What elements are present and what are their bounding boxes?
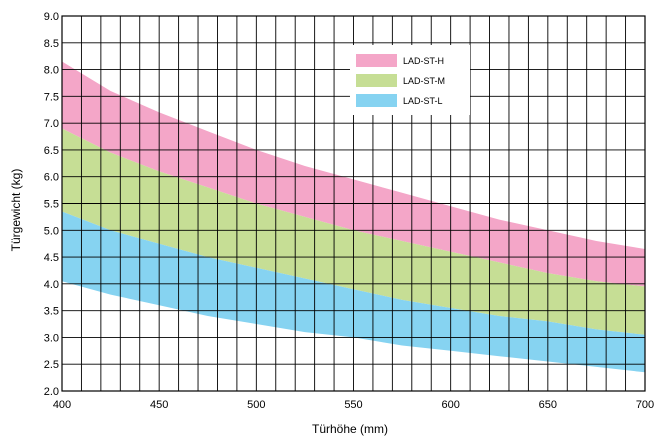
x-tick-label: 700 xyxy=(636,399,654,411)
x-tick-label: 450 xyxy=(150,399,168,411)
legend-swatch xyxy=(356,74,397,87)
x-axis-label: Türhöhe (mm) xyxy=(312,422,388,436)
legend: LAD-ST-H LAD-ST-M LAD-ST-L xyxy=(350,45,470,115)
y-tick-label: 7.5 xyxy=(44,91,59,103)
y-tick-label: 3.5 xyxy=(44,306,59,318)
legend-label: LAD-ST-M xyxy=(403,76,445,86)
y-tick-label: 3.0 xyxy=(44,332,59,344)
y-tick-label: 2.0 xyxy=(44,386,59,398)
y-tick-label: 4.5 xyxy=(44,252,59,264)
x-tick-label: 400 xyxy=(53,399,71,411)
legend-label: LAD-ST-L xyxy=(403,96,443,106)
y-tick-label: 2.5 xyxy=(44,359,59,371)
x-tick-labels: 400 450 500 550 600 650 700 xyxy=(53,399,654,411)
y-tick-label: 7.0 xyxy=(44,118,59,130)
x-tick-label: 650 xyxy=(539,399,557,411)
legend-label: LAD-ST-H xyxy=(403,56,444,66)
plot-frame xyxy=(61,15,646,392)
y-tick-label: 6.0 xyxy=(44,172,59,184)
legend-swatch xyxy=(356,54,397,67)
y-axis-label: Türgewicht (kg) xyxy=(9,169,23,252)
y-tick-label: 6.5 xyxy=(44,145,59,157)
legend-swatch xyxy=(356,94,397,107)
y-tick-label: 8.5 xyxy=(44,38,59,50)
y-tick-labels: 2.0 2.5 3.0 3.5 4.0 4.5 5.0 5.5 6.0 6.5 7.0 7.5 8.0 8… xyxy=(44,11,59,398)
grid-lines xyxy=(62,16,645,391)
x-tick-label: 550 xyxy=(344,399,362,411)
x-tick-label: 500 xyxy=(247,399,265,411)
y-tick-label: 5.0 xyxy=(44,225,59,237)
y-tick-label: 4.0 xyxy=(44,279,59,291)
y-tick-label: 8.0 xyxy=(44,65,59,77)
x-tick-label: 600 xyxy=(441,399,459,411)
y-tick-label: 9.0 xyxy=(44,11,59,23)
y-tick-label: 5.5 xyxy=(44,199,59,211)
